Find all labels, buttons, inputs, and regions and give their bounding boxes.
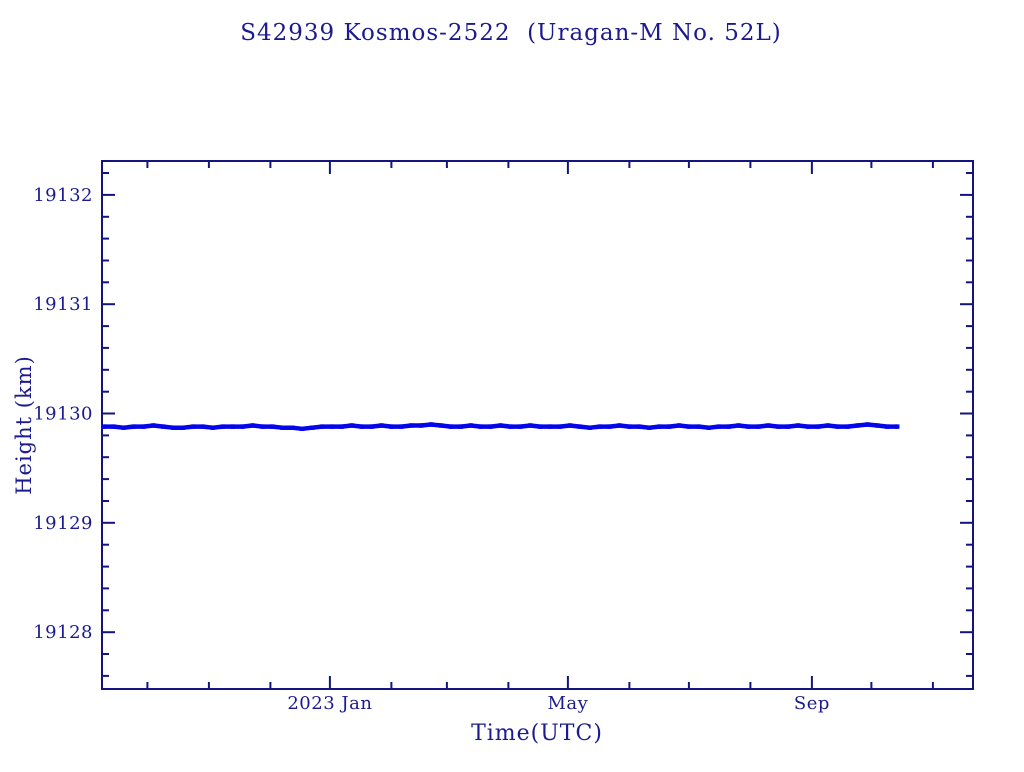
data-point <box>210 425 216 430</box>
data-point <box>419 423 424 428</box>
data-point <box>250 423 255 428</box>
y-tick-label: 19131 <box>33 294 93 315</box>
data-point <box>666 424 672 429</box>
data-point <box>171 425 176 430</box>
y-tick-label: 19129 <box>33 513 93 534</box>
data-point <box>567 423 573 428</box>
data-point <box>488 424 493 429</box>
data-point <box>290 425 295 430</box>
data-point <box>577 424 582 429</box>
data-point <box>319 424 325 429</box>
data-point <box>785 424 791 429</box>
data-point <box>329 424 335 429</box>
data-point <box>676 423 682 428</box>
data-point <box>339 424 344 429</box>
data-point <box>389 424 394 429</box>
data-point <box>617 423 622 428</box>
data-point <box>627 424 632 429</box>
data-point <box>885 424 890 429</box>
data-point <box>180 425 186 430</box>
data-point <box>101 424 106 429</box>
data-point <box>716 424 721 429</box>
data-point <box>587 425 592 430</box>
data-point <box>151 423 156 428</box>
y-tick-label: 19130 <box>33 404 93 425</box>
data-point <box>508 424 513 429</box>
data-point <box>895 424 900 429</box>
data-point <box>696 424 702 429</box>
plot-area: 2023 Jan May Sep 19132 19131 19130 19129 19128 <box>33 160 974 714</box>
data-point <box>825 423 830 428</box>
x-axis-title: Time(UTC) <box>471 721 603 746</box>
data-point <box>795 423 801 428</box>
x-tick-label: May <box>547 693 588 714</box>
data-point <box>736 423 741 428</box>
data-point <box>686 424 692 429</box>
data-point <box>448 424 454 429</box>
data-point <box>369 424 374 429</box>
data-point <box>766 423 771 428</box>
data-point <box>200 424 206 429</box>
data-point <box>299 426 305 431</box>
data-point <box>409 423 414 428</box>
data-point <box>657 424 662 429</box>
data-point <box>706 425 711 430</box>
data-point <box>607 424 612 429</box>
data-point <box>468 423 473 428</box>
data-point <box>220 424 225 429</box>
data-point <box>597 424 602 429</box>
data-point <box>121 425 126 430</box>
data-point <box>805 424 811 429</box>
data-point <box>428 422 434 427</box>
data-point <box>270 424 275 429</box>
data-point <box>845 424 850 429</box>
data-point <box>875 423 880 428</box>
y-tick-label: 19132 <box>33 185 93 206</box>
data-point <box>547 424 553 429</box>
data-point <box>438 423 444 428</box>
data-point <box>399 424 404 429</box>
data-point <box>458 424 463 429</box>
data-point <box>230 424 235 429</box>
data-point <box>776 424 781 429</box>
data-point <box>309 425 315 430</box>
data-point <box>746 424 751 429</box>
data-point <box>647 425 652 430</box>
data-point <box>756 424 761 429</box>
x-tick-label: Sep <box>794 693 830 714</box>
data-point <box>349 423 354 428</box>
data-point <box>865 422 870 427</box>
data-point <box>260 424 265 429</box>
data-point <box>379 423 384 428</box>
data-point <box>528 423 533 428</box>
x-tick-label: 2023 Jan <box>287 693 372 714</box>
data-point <box>637 424 642 429</box>
data-point <box>518 424 523 429</box>
data-point <box>835 424 840 429</box>
data-point <box>726 424 731 429</box>
data-point <box>161 424 166 429</box>
data-point <box>359 424 364 429</box>
data-point <box>111 424 116 429</box>
y-tick-label: 19128 <box>33 622 93 643</box>
data-point <box>557 424 563 429</box>
data-point <box>190 424 196 429</box>
data-point <box>280 425 285 430</box>
data-point <box>240 424 245 429</box>
data-point <box>855 423 860 428</box>
data-point <box>141 424 146 429</box>
data-point <box>498 423 503 428</box>
chart-title: S42939 Kosmos-2522 (Uragan-M No. 52L) <box>240 20 781 46</box>
y-axis-title: Height (km) <box>12 355 36 495</box>
data-point <box>538 424 543 429</box>
data-point <box>478 424 483 429</box>
data-point <box>815 424 821 429</box>
data-point <box>131 424 136 429</box>
